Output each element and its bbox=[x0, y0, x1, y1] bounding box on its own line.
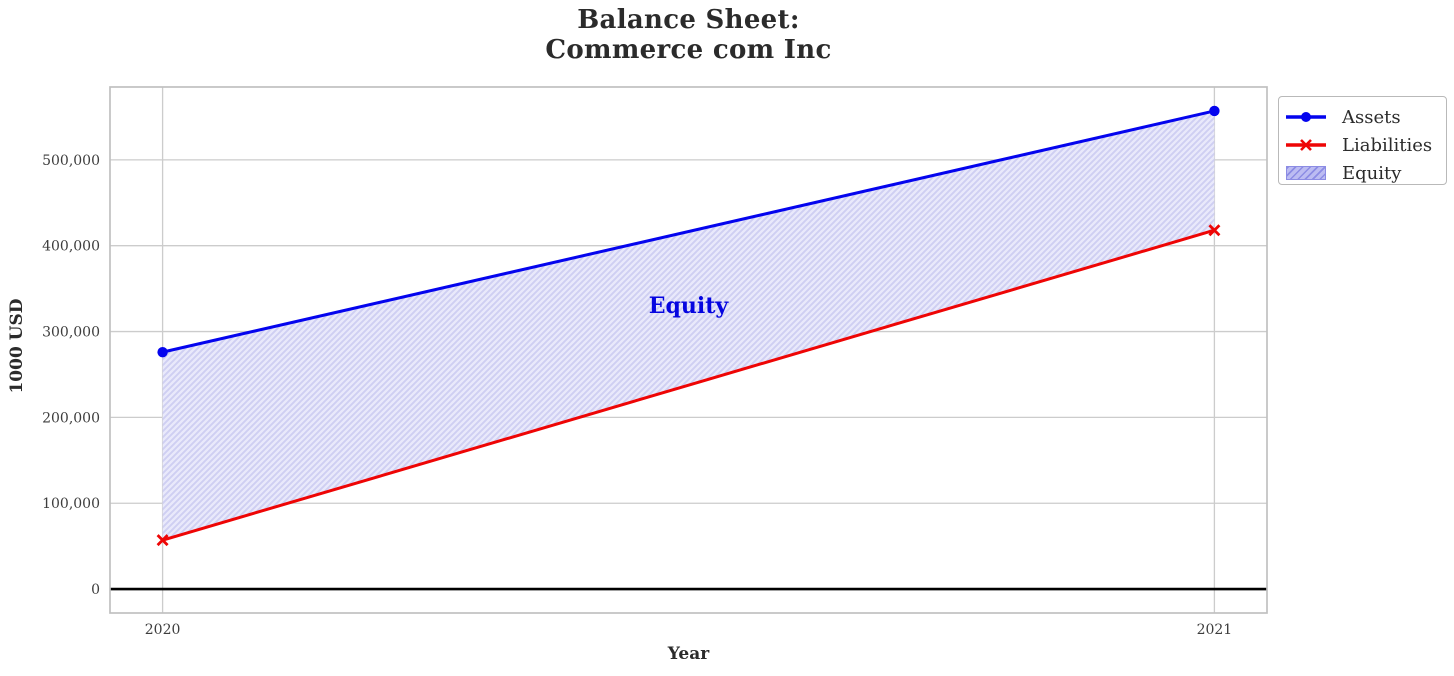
legend-label-liabilities: Liabilities bbox=[1342, 134, 1433, 156]
y-tick-label: 0 bbox=[91, 582, 100, 598]
equity-fill-hatch bbox=[162, 110, 1215, 541]
liabilities-line bbox=[156, 224, 1221, 547]
assets-line bbox=[157, 105, 1220, 358]
chart-title-line-2: Commerce com Inc bbox=[545, 35, 832, 65]
y-tick-label: 400,000 bbox=[42, 239, 100, 255]
legend: Assets Liabilities Equity bbox=[1278, 96, 1447, 185]
chart-title-line-1: Balance Sheet: bbox=[577, 5, 800, 35]
legend-item-equity: Equity bbox=[1285, 159, 1446, 187]
assets-marker-icon bbox=[1209, 105, 1220, 117]
equity-legend-swatch-icon bbox=[1285, 165, 1327, 181]
liabilities-legend-marker-icon bbox=[1285, 137, 1327, 153]
legend-label-assets: Assets bbox=[1342, 106, 1401, 128]
liabilities-marker-icon bbox=[1208, 224, 1221, 237]
legend-item-liabilities: Liabilities bbox=[1285, 131, 1446, 159]
x-axis-label: Year bbox=[667, 644, 710, 664]
legend-item-assets: Assets bbox=[1285, 103, 1446, 131]
y-tick-label: 300,000 bbox=[42, 325, 100, 341]
equity-annotation: Equity bbox=[649, 293, 730, 319]
liabilities-marker-icon bbox=[156, 534, 169, 547]
assets-legend-marker-icon bbox=[1285, 109, 1327, 125]
legend-label-equity: Equity bbox=[1342, 162, 1402, 184]
chart-title: Balance Sheet: Commerce com Inc bbox=[110, 5, 1267, 65]
y-axis-label: 1000 USD bbox=[7, 298, 27, 394]
assets-marker-icon bbox=[157, 346, 168, 358]
x-tick-label: 2021 bbox=[1197, 622, 1233, 638]
y-tick-label: 100,000 bbox=[42, 496, 100, 512]
x-tick-label: 2020 bbox=[145, 622, 181, 638]
y-tick-label: 200,000 bbox=[42, 410, 100, 426]
y-tick-label: 500,000 bbox=[42, 153, 100, 169]
tick-labels: 0 100,000 200,000 300,000 400,000 500,000 2020… bbox=[42, 153, 1232, 638]
plot-border bbox=[109, 86, 1268, 614]
